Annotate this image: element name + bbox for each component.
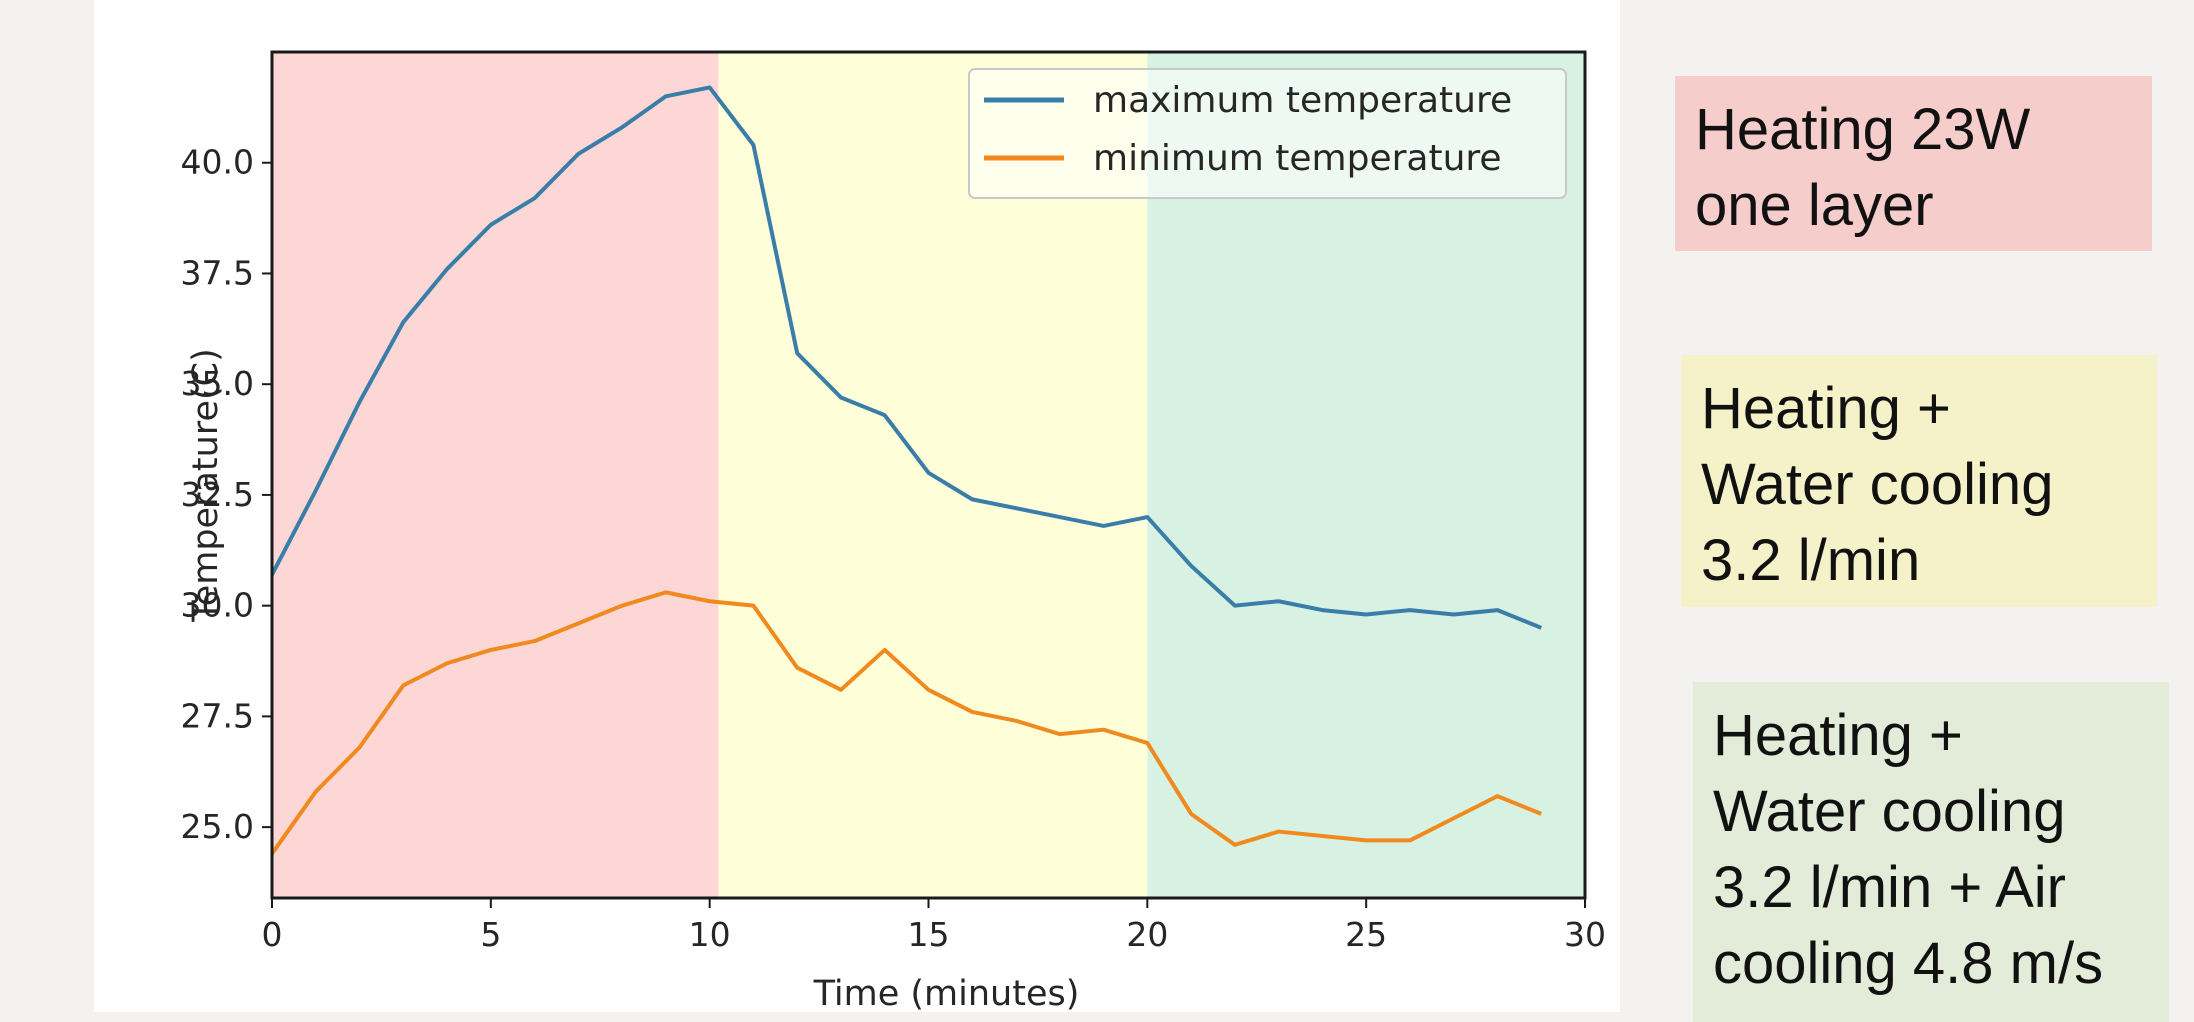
legend: maximum temperature minimum temperature <box>968 68 1567 199</box>
note-heating-water-air-cooling: Heating + Water cooling 3.2 l/min + Air … <box>1693 682 2169 1022</box>
legend-entry-label: maximum temperature <box>1093 80 1512 121</box>
x-axis-label: Time (minutes) <box>813 974 1080 1012</box>
note-line: cooling 4.8 m/s <box>1713 931 2104 996</box>
y-axis-label: Temperature(C) <box>186 348 226 622</box>
shaded-region-1 <box>272 52 719 898</box>
note-heating-water-cooling: Heating + Water cooling 3.2 l/min <box>1681 355 2157 607</box>
x-tick-label: 15 <box>908 915 950 954</box>
note-line: 3.2 l/min + Air <box>1713 855 2066 920</box>
series-line-minimum <box>270 590 1542 855</box>
y-tick-label: 25.0 <box>181 807 254 846</box>
x-tick-label: 5 <box>480 915 501 954</box>
series-lines <box>270 85 1542 855</box>
legend-entry-label: minimum temperature <box>1093 138 1502 179</box>
note-line: 3.2 l/min <box>1701 528 1921 593</box>
note-line: Heating 23W <box>1695 97 2031 162</box>
note-line: Water cooling <box>1701 452 2054 517</box>
axes: 0 5 10 15 20 25 30 25.0 27.5 30.0 32.5 35.0 37.5 40.0… <box>181 50 1606 1012</box>
x-tick-label: 30 <box>1564 915 1606 954</box>
chart-panel: 0 5 10 15 20 25 30 25.0 27.5 30.0 32.5 35.0 37.5 40.0… <box>94 0 1620 1012</box>
temperature-chart: 0 5 10 15 20 25 30 25.0 27.5 30.0 32.5 35.0 37.5 40.0… <box>181 50 1606 1012</box>
note-line: one layer <box>1695 173 1934 238</box>
x-tick-label: 25 <box>1345 915 1387 954</box>
legend-box <box>968 68 1567 199</box>
y-tick-label: 35.0 <box>181 364 254 403</box>
y-tick-label: 32.5 <box>181 475 254 514</box>
note-heating-only: Heating 23W one layer <box>1675 76 2152 251</box>
note-line: Heating + <box>1701 376 1951 441</box>
note-line: Water cooling <box>1713 779 2066 844</box>
y-tick-label: 37.5 <box>181 253 254 292</box>
note-line: Heating + <box>1713 703 1963 768</box>
y-tick-label: 30.0 <box>181 586 254 625</box>
series-line-maximum <box>270 85 1542 630</box>
x-tick-label: 20 <box>1126 915 1168 954</box>
y-tick-label: 27.5 <box>181 696 254 735</box>
x-tick-label: 10 <box>689 915 731 954</box>
x-tick-label: 0 <box>262 915 283 954</box>
y-tick-label: 40.0 <box>181 143 254 182</box>
